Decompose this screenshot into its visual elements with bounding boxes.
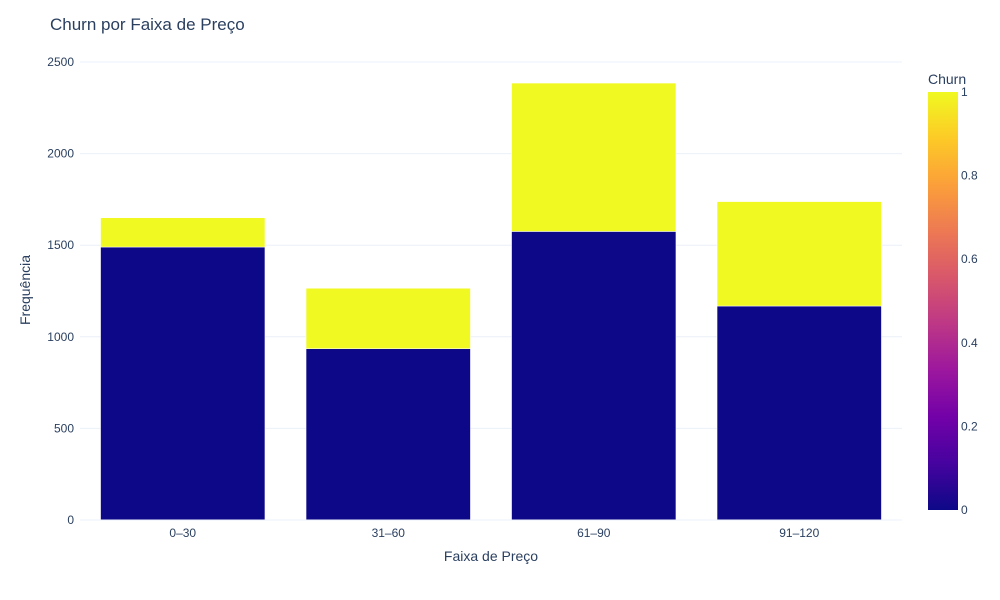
y-tick-label: 1500 [47, 238, 74, 252]
x-tick-labels: 0–30 31–60 61–90 91–120 [169, 526, 819, 540]
x-tick-label: 91–120 [779, 526, 819, 540]
colorbar-gradient [928, 92, 958, 510]
y-axis-title: Frequência [17, 255, 33, 325]
bar-churn-0 [100, 246, 266, 521]
y-tick-labels: 0 500 1000 1500 2000 2500 [47, 55, 74, 527]
y-tick-label: 2000 [47, 147, 74, 161]
bar-churn-1 [100, 217, 266, 248]
y-tick-label: 2500 [47, 55, 74, 69]
bar-churn-1 [716, 201, 882, 307]
colorbar-tick-label: 0.6 [961, 252, 978, 266]
colorbar-tick-label: 0 [961, 503, 968, 517]
bar-churn-1 [305, 288, 471, 349]
colorbar-tick-labels: 0 0.2 0.4 0.6 0.8 1 [961, 85, 978, 517]
colorbar-tick-label: 0.8 [961, 169, 978, 183]
y-tick-label: 500 [54, 421, 74, 435]
x-tick-label: 31–60 [372, 526, 406, 540]
bar-churn-0 [511, 231, 677, 521]
colorbar-tick-label: 0.2 [961, 419, 978, 433]
bars [100, 82, 882, 521]
bar-churn-0 [716, 305, 882, 521]
colorbar: Churn 0 0.2 0.4 0.6 0.8 1 [928, 71, 978, 517]
y-tick-label: 1000 [47, 330, 74, 344]
colorbar-tick-label: 0.4 [961, 336, 978, 350]
colorbar-tick-label: 1 [961, 85, 968, 99]
y-tick-label: 0 [67, 513, 74, 527]
chart-title: Churn por Faixa de Preço [50, 15, 245, 34]
x-tick-label: 61–90 [577, 526, 611, 540]
bar-churn-0 [305, 348, 471, 521]
x-tick-label: 0–30 [169, 526, 196, 540]
x-axis-title: Faixa de Preço [444, 548, 538, 564]
colorbar-title: Churn [928, 71, 966, 87]
bar-churn-1 [511, 82, 677, 232]
